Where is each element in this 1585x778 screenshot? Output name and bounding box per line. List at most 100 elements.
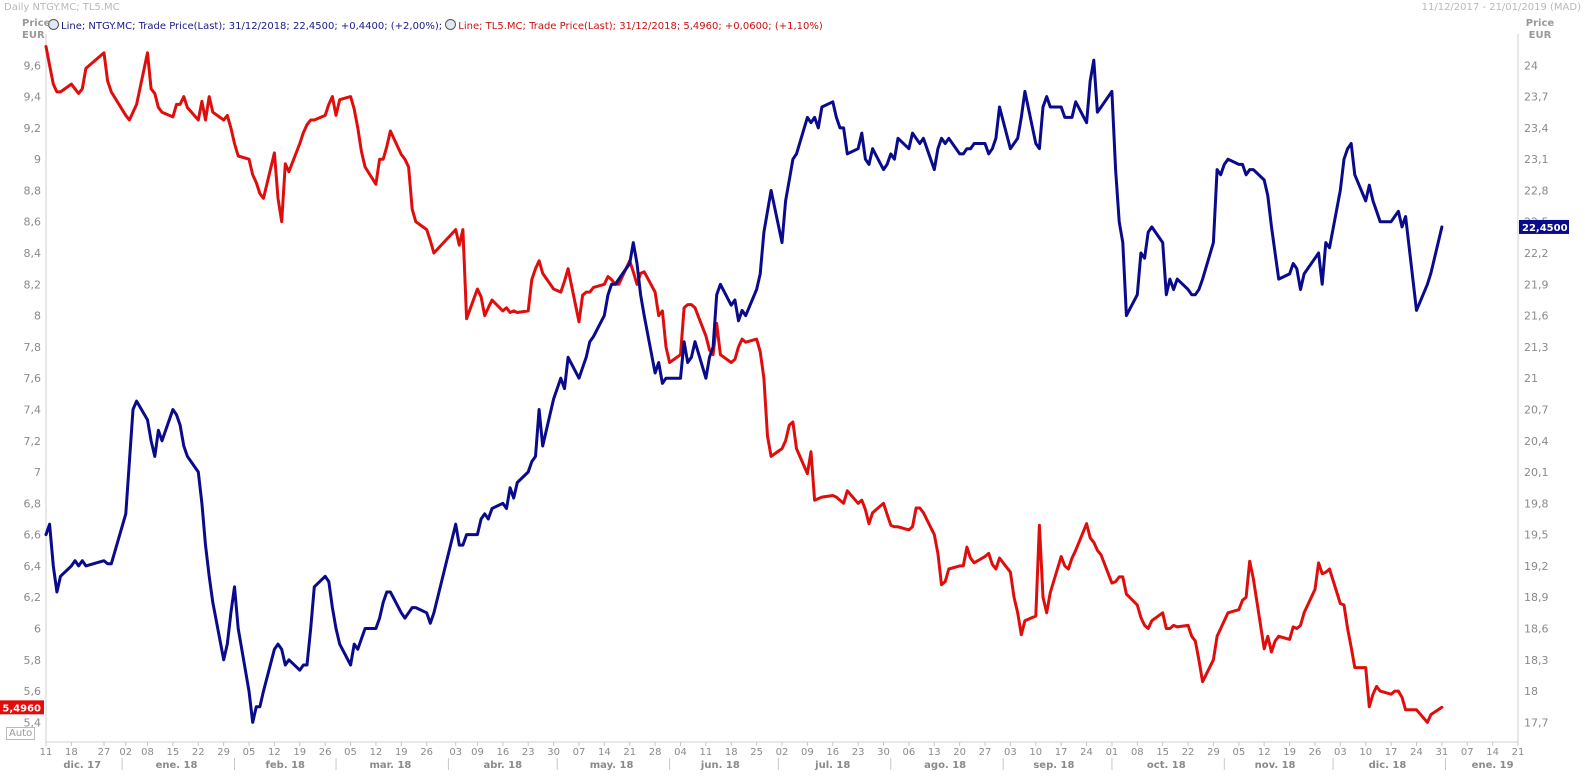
left-axis-tick-label: 8,8 <box>24 184 42 197</box>
right-axis-tick-label: 18,6 <box>1524 622 1549 635</box>
right-axis-tick-label: 18 <box>1524 685 1538 698</box>
x-axis-tick-label: 18 <box>725 747 738 758</box>
right-axis-tick-label: 22,2 <box>1524 247 1549 260</box>
left-axis-tick-label: 8,6 <box>24 216 42 229</box>
x-axis-tick-label: 11 <box>40 747 53 758</box>
legend-entry-ntgy[interactable]: Line; NTGY.MC; Trade Price(Last); 31/12/… <box>61 21 443 32</box>
right-axis-tick-label: 18,3 <box>1524 654 1549 667</box>
x-axis-tick-label: 09 <box>471 747 484 758</box>
right-axis-tick-label: 20,1 <box>1524 466 1549 479</box>
x-axis-tick-label: 12 <box>370 747 383 758</box>
x-axis-tick-label: 15 <box>167 747 180 758</box>
date-range-label: 11/12/2017 - 21/01/2019 (MAD) <box>1421 2 1581 13</box>
left-axis-tick-label: 8,4 <box>24 247 42 260</box>
x-axis-tick-label: 08 <box>141 747 154 758</box>
x-axis-tick-label: 06 <box>903 747 916 758</box>
x-axis-tick-label: 17 <box>1055 747 1068 758</box>
left-axis-tick-label: 7 <box>34 466 41 479</box>
x-axis-tick-label: 27 <box>98 747 111 758</box>
chart-window-title: Daily NTGY.MC; TL5.MC <box>4 2 120 13</box>
x-axis-tick-label: 21 <box>1512 747 1525 758</box>
left-axis-tick-label: 7,8 <box>24 341 42 354</box>
month-label: dic. 18 <box>1369 760 1407 771</box>
x-axis-tick-label: 17 <box>1385 747 1398 758</box>
last-value-text: 5,4960 <box>2 703 41 714</box>
x-axis-tick-label: 18 <box>65 747 78 758</box>
x-axis-tick-label: 03 <box>449 747 462 758</box>
x-axis-tick-label: 08 <box>1131 747 1144 758</box>
right-axis-tick-label: 20,4 <box>1524 435 1549 448</box>
x-axis-tick-label: 03 <box>1334 747 1347 758</box>
x-axis-tick-label: 13 <box>928 747 941 758</box>
left-axis-tick-label: 9 <box>34 153 41 166</box>
x-axis-tick-label: 20 <box>953 747 966 758</box>
x-axis-tick-label: 05 <box>1232 747 1245 758</box>
x-axis-tick-label: 26 <box>319 747 332 758</box>
auto-scale-button[interactable]: Auto <box>6 727 36 740</box>
legend-entry-tl5[interactable]: Line; TL5.MC; Trade Price(Last); 31/12/2… <box>458 21 823 32</box>
right-axis-tick-label: 19,5 <box>1524 529 1549 542</box>
right-axis-tick-label: 19,2 <box>1524 560 1549 573</box>
month-label: sep. 18 <box>1033 760 1074 771</box>
right-axis-tick-label: 23,1 <box>1524 153 1549 166</box>
x-axis-tick-label: 05 <box>344 747 357 758</box>
x-axis-tick-label: 07 <box>1461 747 1474 758</box>
x-axis-tick-label: 01 <box>1106 747 1119 758</box>
right-axis-tick-label: 21,6 <box>1524 310 1549 323</box>
x-axis-tick-label: 16 <box>826 747 839 758</box>
x-axis-tick-label: 24 <box>1410 747 1423 758</box>
right-axis-tick-label: 23,7 <box>1524 91 1549 104</box>
x-axis-tick-label: 23 <box>522 747 535 758</box>
x-axis-tick-label: 10 <box>1359 747 1372 758</box>
right-axis-tick-label: 22,8 <box>1524 184 1549 197</box>
left-axis-tick-label: 5,8 <box>24 654 42 667</box>
x-axis-tick-label: 11 <box>699 747 712 758</box>
left-axis-tick-label: 9,6 <box>24 59 42 72</box>
month-label: ago. 18 <box>924 760 966 771</box>
clock-icon[interactable] <box>48 19 59 30</box>
left-axis-tick-label: 7,4 <box>24 403 42 416</box>
left-axis-tick-label: 8,2 <box>24 278 42 291</box>
month-label: abr. 18 <box>484 760 523 771</box>
right-axis-unit: Price EUR <box>1525 18 1555 41</box>
left-axis-tick-label: 5,4 <box>24 716 42 729</box>
x-axis-tick-label: 19 <box>395 747 408 758</box>
month-label: mar. 18 <box>369 760 411 771</box>
x-axis-tick-label: 23 <box>852 747 865 758</box>
x-axis-tick-label: 21 <box>623 747 636 758</box>
x-axis-tick-label: 22 <box>192 747 205 758</box>
left-axis-tick-label: 6,4 <box>24 560 42 573</box>
x-axis-tick-label: 16 <box>496 747 509 758</box>
month-label: dic. 17 <box>63 760 101 771</box>
x-axis-tick-label: 02 <box>776 747 789 758</box>
last-value-badge-ntgy-mc <box>1519 219 1569 234</box>
right-axis-tick-label: 21,9 <box>1524 278 1549 291</box>
right-axis-tick-label: 21,3 <box>1524 341 1549 354</box>
x-axis-tick-label: 31 <box>1435 747 1448 758</box>
x-axis-tick-label: 09 <box>801 747 814 758</box>
month-label: ene. 19 <box>1472 760 1514 771</box>
x-axis-tick-label: 25 <box>750 747 763 758</box>
clock-icon[interactable] <box>445 19 457 30</box>
x-axis-tick-label: 22 <box>1182 747 1195 758</box>
x-axis-tick-label: 28 <box>649 747 662 758</box>
left-axis-tick-label: 6,2 <box>24 591 42 604</box>
month-label: jul. 18 <box>814 760 850 771</box>
right-axis-tick-label: 17,7 <box>1524 716 1549 729</box>
series-line-tl5-mc <box>44 45 1444 724</box>
x-axis-tick-label: 19 <box>293 747 306 758</box>
month-label: nov. 18 <box>1255 760 1296 771</box>
x-axis-tick-label: 29 <box>217 747 230 758</box>
x-axis-tick-label: 12 <box>268 747 281 758</box>
month-label: may. 18 <box>590 760 634 771</box>
x-axis-tick-label: 26 <box>1309 747 1322 758</box>
right-axis-tick-label: 19,8 <box>1524 497 1549 510</box>
left-axis-tick-label: 6,8 <box>24 497 42 510</box>
x-axis-tick-label: 24 <box>1080 747 1093 758</box>
x-axis-tick-label: 12 <box>1258 747 1271 758</box>
left-axis-unit: Price EUR <box>22 18 51 41</box>
x-axis-tick-label: 19 <box>1283 747 1296 758</box>
x-axis-tick-label: 30 <box>877 747 890 758</box>
left-axis-tick-label: 6,6 <box>24 529 42 542</box>
